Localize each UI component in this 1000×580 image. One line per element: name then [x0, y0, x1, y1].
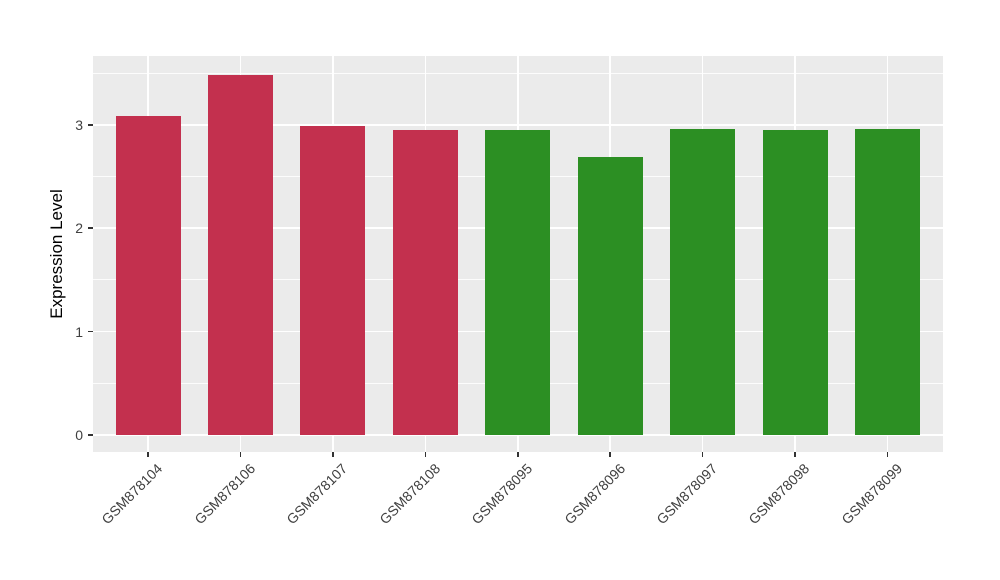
plot-panel [93, 56, 943, 452]
x-tick-mark [239, 452, 242, 457]
bar-GSM878095 [485, 129, 551, 435]
x-tick-mark [886, 452, 889, 457]
x-tick-label-GSM878104: GSM878104 [98, 460, 166, 528]
bar-GSM878099 [855, 128, 921, 435]
y-tick-label: 1 [75, 323, 83, 340]
x-tick-label-GSM878098: GSM878098 [745, 460, 813, 528]
x-tick-mark [701, 452, 704, 457]
bar-GSM878104 [115, 115, 181, 435]
x-tick-mark [424, 452, 427, 457]
x-tick-mark [516, 452, 519, 457]
x-tick-label-GSM878097: GSM878097 [653, 460, 721, 528]
x-tick-label-GSM878107: GSM878107 [283, 460, 351, 528]
x-tick-label-GSM878106: GSM878106 [191, 460, 259, 528]
y-tick-mark [88, 434, 93, 436]
x-tick-mark [609, 452, 611, 457]
y-tick-label: 0 [75, 427, 83, 443]
y-tick-label: 2 [75, 220, 83, 237]
y-tick-mark [88, 330, 93, 333]
x-tick-label-GSM878095: GSM878095 [468, 460, 536, 528]
x-tick-label-GSM878099: GSM878099 [838, 460, 906, 528]
y-tick-label: 3 [75, 116, 83, 133]
bar-GSM878106 [207, 75, 273, 435]
bar-GSM878098 [762, 129, 828, 435]
x-tick-mark [794, 452, 796, 457]
bar-GSM878107 [300, 125, 366, 435]
x-tick-label-GSM878096: GSM878096 [560, 460, 628, 528]
x-tick-mark [332, 452, 334, 457]
y-tick-mark [88, 124, 93, 126]
y-axis-title: Expression Level [47, 189, 66, 319]
bar-GSM878097 [670, 128, 736, 435]
x-tick-mark [147, 452, 149, 457]
x-tick-label-GSM878108: GSM878108 [376, 460, 443, 528]
bar-GSM878108 [392, 129, 458, 435]
y-tick-mark [88, 227, 93, 229]
bar-GSM878096 [577, 156, 643, 435]
